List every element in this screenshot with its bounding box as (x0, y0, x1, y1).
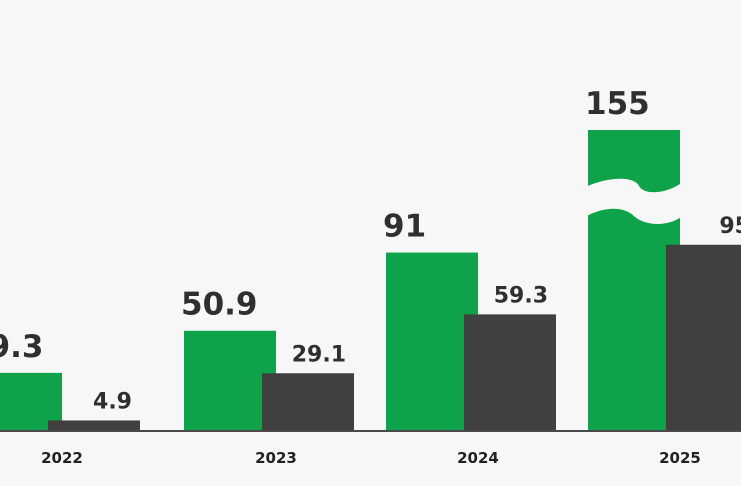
bar-dark-2024 (464, 314, 556, 430)
x-tick-label-2024: 2024 (457, 449, 499, 467)
value-label-green-2022: 29.3 (0, 329, 44, 365)
bar-green-2025 (588, 130, 680, 430)
bar-dark-2023 (262, 373, 354, 430)
x-tick-label-2023: 2023 (255, 449, 297, 467)
value-label-dark-2023: 29.1 (292, 342, 346, 367)
bar-dark-2022 (48, 420, 140, 430)
bar-green-2023 (184, 330, 276, 430)
value-label-dark-2025: 95 (719, 214, 741, 239)
value-label-dark-2024: 59.3 (494, 283, 548, 308)
bar-green-2024 (386, 252, 478, 430)
value-label-green-2024: 91 (383, 209, 426, 245)
value-label-dark-2022: 4.9 (93, 389, 132, 414)
value-label-green-2023: 50.9 (181, 287, 258, 323)
axis-break-wave (583, 178, 685, 224)
x-tick-label-2022: 2022 (41, 449, 83, 467)
value-label-green-2025: 155 (585, 86, 650, 122)
x-tick-label-2025: 2025 (659, 449, 701, 467)
bar-dark-2025 (666, 244, 741, 430)
